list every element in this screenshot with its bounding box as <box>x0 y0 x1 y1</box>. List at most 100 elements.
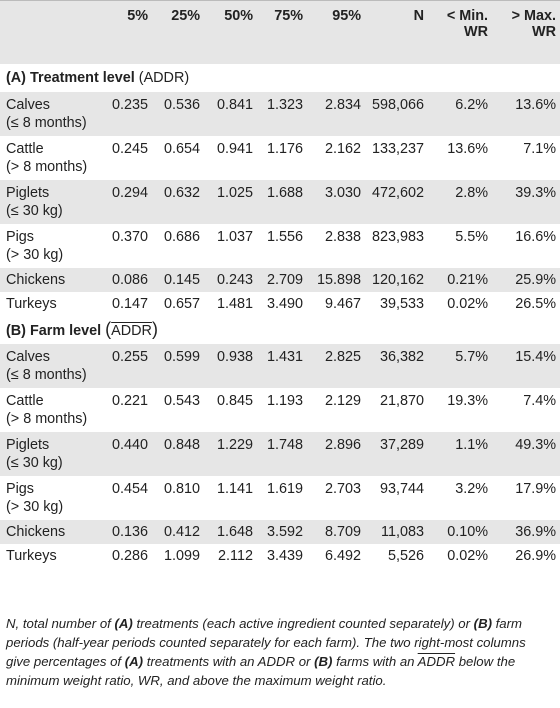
row-subtitle: (≤ 30 kg) <box>6 203 63 219</box>
row-label: Cattle (> 8 months) <box>0 136 100 180</box>
table-cell: 2.703 <box>307 476 365 520</box>
table-cell: 13.6% <box>492 92 560 136</box>
section-a-addr: ADDR <box>143 70 185 86</box>
row-name: Pigs <box>6 229 34 245</box>
row-name: Chickens <box>6 272 66 288</box>
header-cell: 50% <box>204 0 257 64</box>
table-cell: 8.709 <box>307 520 365 544</box>
row-subtitle: (> 30 kg) <box>6 499 64 515</box>
table-cell: 3.030 <box>307 180 365 224</box>
table-cell: 26.9% <box>492 544 560 568</box>
table-cell: 3.439 <box>257 544 307 568</box>
table-cell: 15.4% <box>492 344 560 388</box>
table-cell: 0.10% <box>428 520 492 544</box>
table-cell: 15.898 <box>307 268 365 292</box>
table-cell: 0.147 <box>100 292 152 316</box>
table-cell: 6.492 <box>307 544 365 568</box>
table-body: (A) Treatment level (ADDR) Calves (≤ 8 mo… <box>0 64 560 568</box>
header-cell <box>0 0 100 64</box>
table-cell: 2.709 <box>257 268 307 292</box>
table-cell: 2.896 <box>307 432 365 476</box>
table-cell: 36.9% <box>492 520 560 544</box>
section-a-normal: (ADDR) <box>138 70 190 86</box>
table-row: Chickens 0.136 0.412 1.648 3.592 8.709 11,083 0… <box>0 520 560 544</box>
table-cell: 0.543 <box>152 388 204 432</box>
header-cell: 75% <box>257 0 307 64</box>
table-cell: 1.431 <box>257 344 307 388</box>
footnote-b: (B) <box>473 616 492 631</box>
table-cell: 17.9% <box>492 476 560 520</box>
table-cell: 36,382 <box>365 344 428 388</box>
table-cell: 0.848 <box>152 432 204 476</box>
row-subtitle: (≤ 8 months) <box>6 367 87 383</box>
table-cell: 5.5% <box>428 224 492 268</box>
row-name: Piglets <box>6 437 50 453</box>
table-cell: 0.810 <box>152 476 204 520</box>
table-cell: 0.536 <box>152 92 204 136</box>
table-cell: 0.286 <box>100 544 152 568</box>
table-cell: 0.845 <box>204 388 257 432</box>
table-cell: 0.255 <box>100 344 152 388</box>
table-cell: 1.176 <box>257 136 307 180</box>
table-cell: 2.838 <box>307 224 365 268</box>
table-cell: 0.370 <box>100 224 152 268</box>
row-name: Turkeys <box>6 296 57 312</box>
table-cell: 1.037 <box>204 224 257 268</box>
table-cell: 7.4% <box>492 388 560 432</box>
table-cell: 0.02% <box>428 544 492 568</box>
table-cell: 1.688 <box>257 180 307 224</box>
table-row: Pigs (> 30 kg) 0.454 0.810 1.141 1.619 2.703 93… <box>0 476 560 520</box>
table-cell: 19.3% <box>428 388 492 432</box>
table-cell: 0.941 <box>204 136 257 180</box>
table-cell: 26.5% <box>492 292 560 316</box>
table-cell: 5,526 <box>365 544 428 568</box>
table-cell: 1.1% <box>428 432 492 476</box>
table-cell: 11,083 <box>365 520 428 544</box>
table-cell: 0.632 <box>152 180 204 224</box>
footnote-a: (A) <box>124 654 144 669</box>
row-name: Chickens <box>6 524 66 540</box>
section-b-title: (B) Farm level (ADDR) <box>0 316 560 344</box>
row-label: Turkeys <box>0 292 100 316</box>
table-cell: 0.243 <box>204 268 257 292</box>
footnote-b: (B) <box>314 654 333 669</box>
table-cell: 0.086 <box>100 268 152 292</box>
table-cell: 2.8% <box>428 180 492 224</box>
section-a-title: (A) Treatment level (ADDR) <box>0 64 560 92</box>
footnote-a: (A) <box>114 616 133 631</box>
table-row: Piglets (≤ 30 kg) 0.440 0.848 1.229 1.748 2.89… <box>0 432 560 476</box>
table-cell: 2.825 <box>307 344 365 388</box>
table-cell: 1.025 <box>204 180 257 224</box>
row-name: Pigs <box>6 481 34 497</box>
row-name: Piglets <box>6 185 50 201</box>
row-name: Cattle <box>6 141 44 157</box>
table-cell: 598,066 <box>365 92 428 136</box>
table-row: Calves (≤ 8 months) 0.235 0.536 0.841 1.323 2.… <box>0 92 560 136</box>
table-cell: 0.440 <box>100 432 152 476</box>
header-cell: N <box>365 0 428 64</box>
header-cell: 25% <box>152 0 204 64</box>
table-cell: 1.229 <box>204 432 257 476</box>
section-b-bold: (B) Farm level <box>6 323 102 339</box>
header-cell: < Min. WR <box>428 0 492 64</box>
header-row: 5% 25% 50% 75% 95% N < Min. WR > Max. WR <box>0 0 560 64</box>
table-cell: 3.2% <box>428 476 492 520</box>
table-cell: 823,983 <box>365 224 428 268</box>
table-cell: 1.141 <box>204 476 257 520</box>
section-a-row: (A) Treatment level (ADDR) <box>0 64 560 92</box>
table-cell: 0.599 <box>152 344 204 388</box>
table-row: Calves (≤ 8 months) 0.255 0.599 0.938 1.431 2.… <box>0 344 560 388</box>
row-label: Chickens <box>0 520 100 544</box>
table-cell: 0.841 <box>204 92 257 136</box>
table-cell: 21,870 <box>365 388 428 432</box>
table-cell: 0.654 <box>152 136 204 180</box>
table-cell: 0.412 <box>152 520 204 544</box>
header-cell: 5% <box>100 0 152 64</box>
table-cell: 3.490 <box>257 292 307 316</box>
footnote-text: below the minimum weight ratio, WR, and … <box>6 654 516 688</box>
section-a-bold: (A) Treatment level <box>6 70 135 86</box>
footnote-text: farms with an <box>332 654 418 669</box>
row-subtitle: (> 30 kg) <box>6 247 64 263</box>
table-cell: 133,237 <box>365 136 428 180</box>
table-cell: 6.2% <box>428 92 492 136</box>
